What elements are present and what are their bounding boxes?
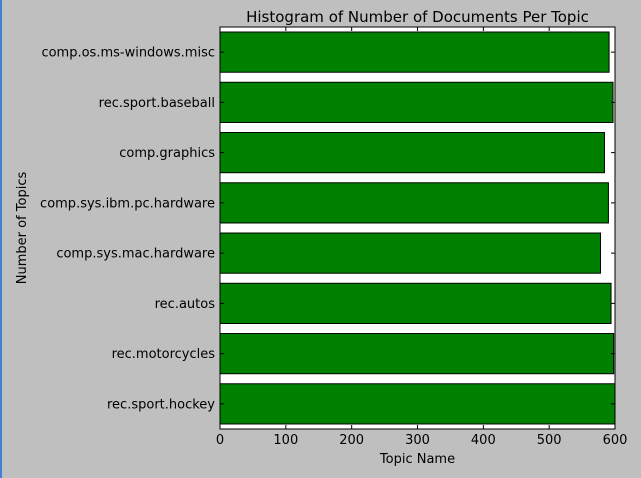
bar-comp.sys.mac.hardware xyxy=(219,232,602,274)
y-axis-label: Number of Topics xyxy=(15,172,30,285)
y-tick-label: comp.graphics xyxy=(119,146,215,161)
bar-rec.sport.hockey xyxy=(219,383,616,425)
bar-rec.sport.baseball xyxy=(219,81,614,123)
bar-comp.sys.ibm.pc.hardware xyxy=(219,182,609,224)
x-tick-label: 100 xyxy=(273,433,298,448)
y-tick-label: comp.sys.mac.hardware xyxy=(56,247,215,262)
x-tick-label: 200 xyxy=(339,433,364,448)
bar-rec.motorcycles xyxy=(219,333,615,375)
x-tick-labels: 0 100 200 300 400 500 600 xyxy=(216,27,628,448)
x-tick-label: 500 xyxy=(537,433,562,448)
x-tick-label: 400 xyxy=(471,433,496,448)
bars-group xyxy=(219,31,616,425)
y-tick-labels: comp.os.ms-windows.misc rec.sport.basebal… xyxy=(40,46,615,412)
x-tick-label: 600 xyxy=(603,433,628,448)
plot-frame xyxy=(219,26,616,430)
chart-title: Histogram of Number of Documents Per Top… xyxy=(246,8,589,26)
x-axis-label: Topic Name xyxy=(379,452,455,467)
bar-comp.os.ms-windows.misc xyxy=(219,31,610,73)
bar-rec.autos xyxy=(219,282,612,324)
x-tick-label: 0 xyxy=(216,433,224,448)
y-tick-label: comp.os.ms-windows.misc xyxy=(41,46,215,61)
y-tick-label: rec.autos xyxy=(155,297,216,312)
bar-comp.graphics xyxy=(219,132,605,174)
y-tick-label: rec.motorcycles xyxy=(112,347,216,362)
y-tick-label: comp.sys.ibm.pc.hardware xyxy=(40,196,215,211)
y-tick-label: rec.sport.hockey xyxy=(107,397,215,412)
x-tick-label: 300 xyxy=(405,433,430,448)
y-tick-label: rec.sport.baseball xyxy=(99,96,215,111)
